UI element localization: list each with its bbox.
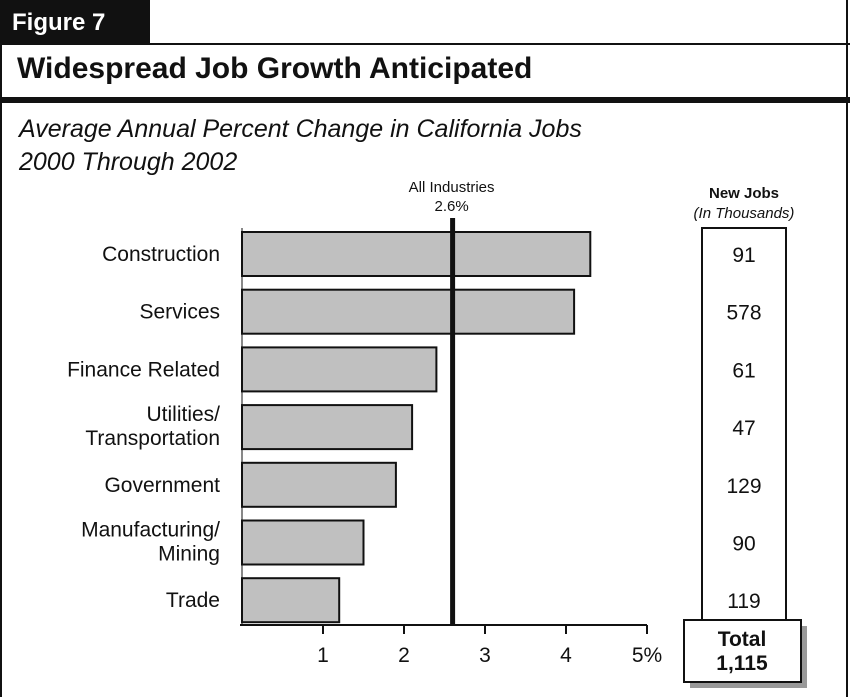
subtitle-line-1: Average Annual Percent Change in Califor…: [19, 115, 582, 143]
category-label-1: Services: [139, 301, 220, 324]
category-label-3: Utilities/Transportation: [85, 403, 220, 450]
bar-3: [241, 404, 414, 451]
new-jobs-value-0: 91: [732, 244, 755, 267]
total-box: [683, 619, 802, 683]
chart-subtitle: Average Annual Percent Change in Califor…: [19, 113, 582, 179]
reference-label: All Industries: [409, 179, 495, 196]
category-label-6: Trade: [166, 589, 220, 612]
bar-5: [241, 519, 365, 566]
x-tick-label-2: 3: [479, 644, 491, 667]
bar-6: [241, 577, 341, 624]
x-tick-label-0: 1: [317, 644, 329, 667]
x-tick-label-3: 4: [560, 644, 572, 667]
category-label-2: Finance Related: [67, 358, 220, 381]
figure-label: Figure 7: [0, 0, 150, 45]
category-label-0: Construction: [102, 243, 220, 266]
new-jobs-value-5: 90: [732, 533, 755, 556]
new-jobs-value-3: 47: [732, 417, 755, 440]
x-tick-label-4: 5%: [632, 644, 662, 667]
new-jobs-box: [701, 227, 787, 626]
new-jobs-value-1: 578: [726, 302, 761, 325]
subtitle-line-2: 2000 Through 2002: [19, 148, 238, 176]
total-label: Total: [718, 628, 767, 651]
chart-title: Widespread Job Growth Anticipated: [17, 52, 533, 85]
bar-1: [241, 288, 576, 335]
total-value: 1,115: [716, 652, 768, 675]
bar-2: [241, 346, 438, 393]
reference-value-label: 2.6%: [434, 198, 468, 215]
category-label-5: Manufacturing/Mining: [81, 519, 220, 566]
new-jobs-value-2: 61: [732, 359, 755, 382]
new-jobs-value-4: 129: [726, 475, 761, 498]
new-jobs-value-6: 119: [727, 590, 760, 613]
bar-0: [241, 231, 592, 277]
new-jobs-subheader: (In Thousands): [694, 205, 795, 222]
tab-divider: [150, 43, 850, 45]
bar-4: [241, 461, 397, 508]
new-jobs-header: New Jobs: [709, 185, 779, 202]
title-divider: [0, 97, 850, 103]
x-tick-label-1: 2: [398, 644, 410, 667]
category-label-4: Government: [104, 474, 220, 497]
